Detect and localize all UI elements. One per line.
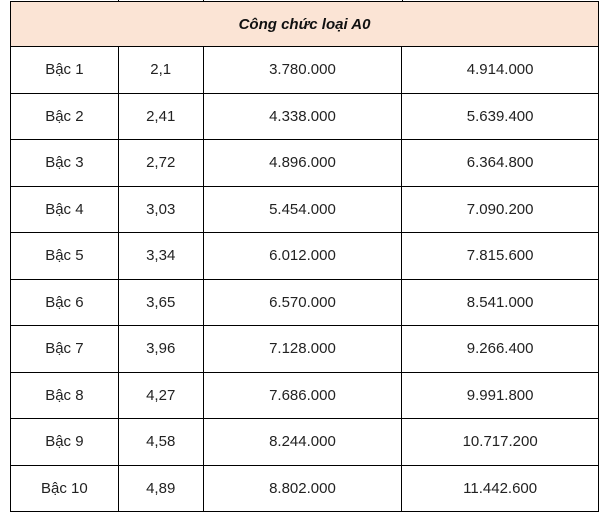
- salary-cell: 3.780.000: [202, 46, 403, 94]
- table-row: Bậc 8 4,27 7.686.000 9.991.800: [10, 371, 599, 419]
- coefficient-cell: 2,72: [117, 139, 204, 187]
- salary-new-cell: 11.442.600: [401, 464, 599, 512]
- coefficient-cell: 4,89: [117, 464, 204, 512]
- salary-new-cell: 6.364.800: [401, 139, 599, 187]
- grade-cell: Bậc 4: [10, 185, 119, 233]
- grade-cell: Bậc 8: [10, 371, 119, 419]
- salary-new-cell: 8.541.000: [401, 278, 599, 326]
- salary-table: Công chức loại A0 Bậc 1 2,1 3.780.000 4.914…: [10, 1, 599, 512]
- salary-cell: 4.338.000: [202, 92, 403, 140]
- grade-cell: Bậc 6: [10, 278, 119, 326]
- salary-new-cell: 5.639.400: [401, 92, 599, 140]
- salary-new-cell: 9.266.400: [401, 325, 599, 373]
- coefficient-cell: 3,65: [117, 278, 204, 326]
- coefficient-cell: 2,1: [117, 46, 204, 94]
- grade-cell: Bậc 10: [10, 464, 119, 512]
- table-row: Bậc 9 4,58 8.244.000 10.717.200: [10, 418, 599, 466]
- grade-cell: Bậc 9: [10, 418, 119, 466]
- grade-cell: Bậc 2: [10, 92, 119, 140]
- salary-cell: 6.012.000: [202, 232, 403, 280]
- table-row: Bậc 10 4,89 8.802.000 11.442.600: [10, 464, 599, 512]
- grade-cell: Bậc 3: [10, 139, 119, 187]
- section-title: Công chức loại A0: [10, 1, 599, 47]
- salary-new-cell: 10.717.200: [401, 418, 599, 466]
- salary-cell: 7.128.000: [202, 325, 403, 373]
- table-row: Bậc 2 2,41 4.338.000 5.639.400: [10, 92, 599, 140]
- salary-new-cell: 4.914.000: [401, 46, 599, 94]
- table-row: Bậc 3 2,72 4.896.000 6.364.800: [10, 139, 599, 187]
- table-row: Bậc 5 3,34 6.012.000 7.815.600: [10, 232, 599, 280]
- salary-new-cell: 7.090.200: [401, 185, 599, 233]
- coefficient-cell: 3,03: [117, 185, 204, 233]
- salary-cell: 8.244.000: [202, 418, 403, 466]
- salary-cell: 4.896.000: [202, 139, 403, 187]
- grade-cell: Bậc 5: [10, 232, 119, 280]
- grade-cell: Bậc 7: [10, 325, 119, 373]
- coefficient-cell: 4,27: [117, 371, 204, 419]
- salary-cell: 6.570.000: [202, 278, 403, 326]
- salary-cell: 5.454.000: [202, 185, 403, 233]
- coefficient-cell: 4,58: [117, 418, 204, 466]
- section-header-row: Công chức loại A0: [10, 1, 599, 47]
- coefficient-cell: 3,34: [117, 232, 204, 280]
- table-row: Bậc 1 2,1 3.780.000 4.914.000: [10, 46, 599, 94]
- coefficient-cell: 2,41: [117, 92, 204, 140]
- table-row: Bậc 6 3,65 6.570.000 8.541.000: [10, 278, 599, 326]
- coefficient-cell: 3,96: [117, 325, 204, 373]
- salary-cell: 8.802.000: [202, 464, 403, 512]
- table-row: Bậc 4 3,03 5.454.000 7.090.200: [10, 185, 599, 233]
- salary-cell: 7.686.000: [202, 371, 403, 419]
- salary-new-cell: 9.991.800: [401, 371, 599, 419]
- grade-cell: Bậc 1: [10, 46, 119, 94]
- salary-new-cell: 7.815.600: [401, 232, 599, 280]
- table-row: Bậc 7 3,96 7.128.000 9.266.400: [10, 325, 599, 373]
